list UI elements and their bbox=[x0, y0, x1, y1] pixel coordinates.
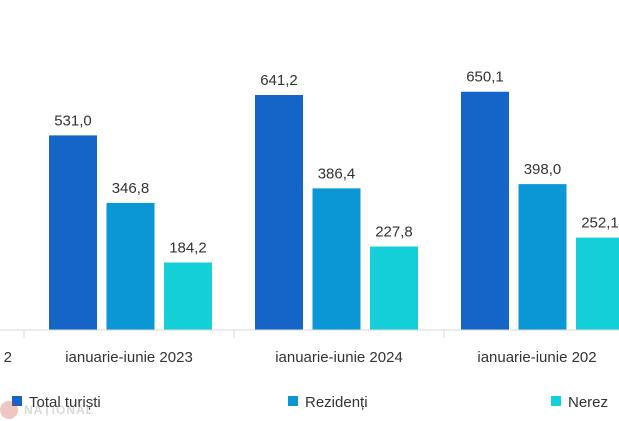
category-label: ianuarie-iunie 202 bbox=[477, 349, 596, 366]
legend-label: Total turiști bbox=[29, 394, 101, 411]
bar-1-3 bbox=[255, 95, 303, 330]
legend-label: Nerez bbox=[568, 394, 608, 411]
bar-2-3 bbox=[312, 188, 361, 330]
legend-swatch bbox=[288, 396, 298, 406]
category-label: 2 bbox=[4, 349, 12, 366]
legend-label: Rezidenți bbox=[305, 394, 368, 411]
legend-swatch bbox=[551, 396, 561, 406]
value-label-group: 531,0641,2650,1346,8386,4398,06184,2227,… bbox=[54, 69, 619, 257]
value-label: 252,1 bbox=[581, 215, 619, 232]
watermark-text: NAȚIONAL bbox=[24, 403, 94, 417]
legend: Total turiști Rezidenți Nerez bbox=[12, 394, 608, 411]
bar-1-4 bbox=[461, 91, 509, 330]
value-label: 398,0 bbox=[524, 161, 562, 178]
value-label: 346,8 bbox=[112, 180, 150, 197]
bar-3-3 bbox=[370, 246, 418, 330]
bar-1-2 bbox=[49, 135, 97, 330]
value-label: 227,8 bbox=[375, 224, 413, 241]
value-label: 641,2 bbox=[260, 72, 298, 89]
value-label: 531,0 bbox=[54, 112, 92, 129]
category-label: ianuarie-iunie 2024 bbox=[275, 349, 403, 366]
value-label: 386,4 bbox=[318, 165, 356, 182]
bar-3-4 bbox=[576, 237, 619, 330]
watermark: NAȚIONAL bbox=[0, 399, 120, 421]
bar-group bbox=[49, 91, 619, 330]
watermark-logo-icon bbox=[0, 401, 18, 419]
category-label-group: 2 ianuarie-iunie 2023 ianuarie-iunie 2024 i… bbox=[4, 349, 597, 366]
category-label: ianuarie-iunie 2023 bbox=[65, 349, 193, 366]
value-label: 184,2 bbox=[169, 239, 207, 256]
bar-2-4 bbox=[518, 184, 567, 330]
bar-3-2 bbox=[164, 262, 212, 330]
bar-2-2 bbox=[106, 202, 155, 330]
legend-swatch bbox=[12, 396, 22, 406]
value-label: 650,1 bbox=[466, 69, 504, 86]
x-axis bbox=[0, 329, 619, 338]
